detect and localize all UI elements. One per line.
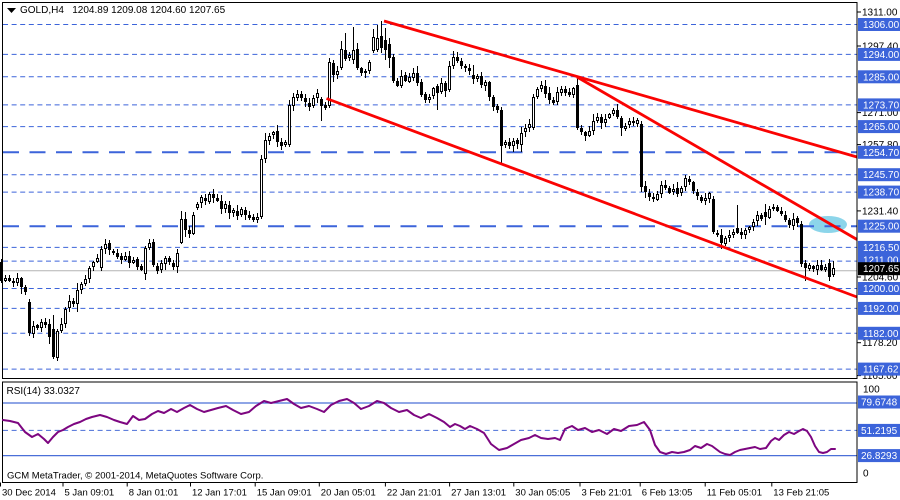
svg-text:1273.70: 1273.70 (863, 100, 900, 111)
svg-text:20 Jan 05:01: 20 Jan 05:01 (321, 488, 376, 499)
svg-text:1245.70: 1245.70 (863, 170, 900, 181)
svg-text:30 Dec 2014: 30 Dec 2014 (2, 488, 56, 499)
svg-text:30 Jan 05:05: 30 Jan 05:05 (515, 488, 570, 499)
svg-text:11 Feb 05:01: 11 Feb 05:01 (707, 488, 762, 499)
svg-text:0: 0 (863, 469, 869, 480)
svg-text:22 Jan 21:01: 22 Jan 21:01 (387, 488, 442, 499)
svg-text:1238.70: 1238.70 (863, 188, 900, 199)
svg-text:1254.70: 1254.70 (863, 148, 900, 159)
svg-text:1285.00: 1285.00 (863, 72, 900, 83)
svg-text:26.8293: 26.8293 (861, 451, 898, 462)
svg-text:1165.00: 1165.00 (862, 371, 898, 382)
svg-text:1297.40: 1297.40 (862, 42, 899, 53)
svg-text:100: 100 (863, 385, 880, 396)
svg-text:1216.50: 1216.50 (863, 243, 900, 254)
svg-text:1306.00: 1306.00 (863, 20, 900, 31)
svg-text:GCM MetaTrader, © 2001-2014, M: GCM MetaTrader, © 2001-2014, MetaQuotes … (7, 471, 263, 482)
svg-text:1204.60: 1204.60 (862, 273, 899, 284)
svg-text:1265.00: 1265.00 (863, 122, 900, 133)
svg-text:1311.00: 1311.00 (862, 8, 898, 19)
svg-text:1182.00: 1182.00 (863, 329, 899, 340)
svg-text:1271.00: 1271.00 (862, 108, 899, 119)
svg-text:6 Feb 13:05: 6 Feb 13:05 (642, 488, 693, 499)
svg-text:79.6748: 79.6748 (861, 398, 898, 409)
svg-text:1167.62: 1167.62 (863, 365, 899, 376)
svg-text:13 Feb 21:05: 13 Feb 21:05 (773, 488, 829, 499)
svg-text:1200.00: 1200.00 (863, 284, 900, 295)
svg-text:1207.65: 1207.65 (863, 264, 900, 275)
svg-text:1231.40: 1231.40 (862, 206, 899, 217)
svg-text:8 Jan 01:01: 8 Jan 01:01 (129, 488, 179, 499)
svg-text:51.2195: 51.2195 (861, 426, 898, 437)
svg-text:1225.00: 1225.00 (863, 222, 900, 233)
svg-text:1178.20: 1178.20 (862, 338, 898, 349)
svg-text:3 Feb 21:01: 3 Feb 21:01 (582, 488, 633, 499)
svg-text:1192.00: 1192.00 (863, 304, 899, 315)
svg-text:1211.00: 1211.00 (863, 255, 899, 266)
svg-text:RSI(14) 33.0327: RSI(14) 33.0327 (7, 386, 81, 397)
svg-text:1294.00: 1294.00 (863, 50, 900, 61)
svg-text:1257.80: 1257.80 (862, 140, 899, 151)
svg-text:GOLD,H4 1204.89 1209.08 1204: GOLD,H4 1204.89 1209.08 1204.60 1207.65 (20, 5, 226, 16)
svg-text:27 Jan 13:01: 27 Jan 13:01 (451, 488, 506, 499)
svg-text:15 Jan 09:01: 15 Jan 09:01 (257, 488, 312, 499)
svg-text:12 Jan 17:01: 12 Jan 17:01 (192, 488, 247, 499)
svg-text:5 Jan 09:01: 5 Jan 09:01 (65, 488, 115, 499)
